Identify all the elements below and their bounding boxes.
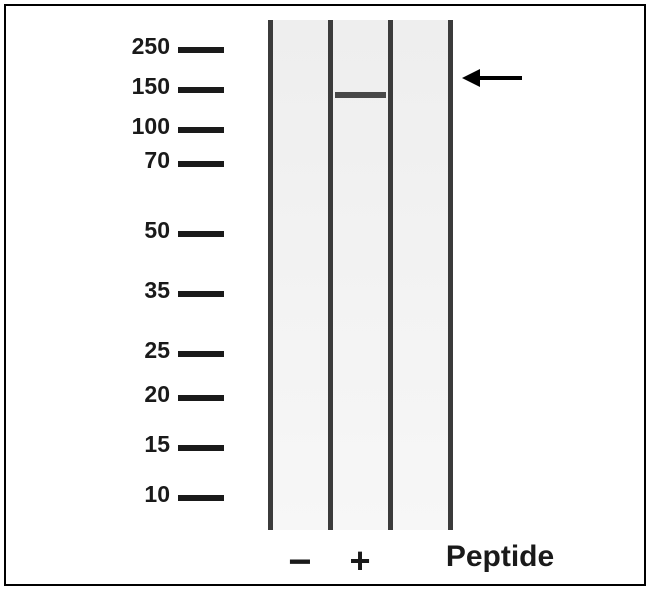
mw-marker-label: 70 xyxy=(90,147,170,174)
mw-marker-tick xyxy=(178,127,224,133)
mw-marker-label: 35 xyxy=(90,277,170,304)
mw-marker-tick xyxy=(178,231,224,237)
mw-marker-tick xyxy=(178,291,224,297)
mw-marker-label: 25 xyxy=(90,337,170,364)
protein-band xyxy=(335,92,386,98)
lane-edge-3 xyxy=(448,20,453,530)
lane-label: Peptide xyxy=(400,540,600,574)
arrow-shaft xyxy=(480,76,522,80)
mw-marker-tick xyxy=(178,161,224,167)
mw-marker-label: 150 xyxy=(90,73,170,100)
mw-marker-tick xyxy=(178,495,224,501)
mw-marker-tick xyxy=(178,47,224,53)
mw-marker-label: 15 xyxy=(90,431,170,458)
mw-marker-label: 100 xyxy=(90,113,170,140)
mw-marker-tick xyxy=(178,351,224,357)
mw-marker-label: 20 xyxy=(90,381,170,408)
band-indicator-arrow xyxy=(462,69,522,87)
western-blot-image xyxy=(270,20,450,530)
mw-marker-tick xyxy=(178,87,224,93)
mw-marker-tick xyxy=(178,395,224,401)
mw-marker-label: 10 xyxy=(90,481,170,508)
mw-marker-tick xyxy=(178,445,224,451)
lane-edge-0 xyxy=(268,20,273,530)
mw-marker-label: 50 xyxy=(90,217,170,244)
lane-edge-2 xyxy=(388,20,393,530)
arrow-head-icon xyxy=(462,69,480,87)
lane-edge-1 xyxy=(328,20,333,530)
mw-marker-label: 250 xyxy=(90,33,170,60)
